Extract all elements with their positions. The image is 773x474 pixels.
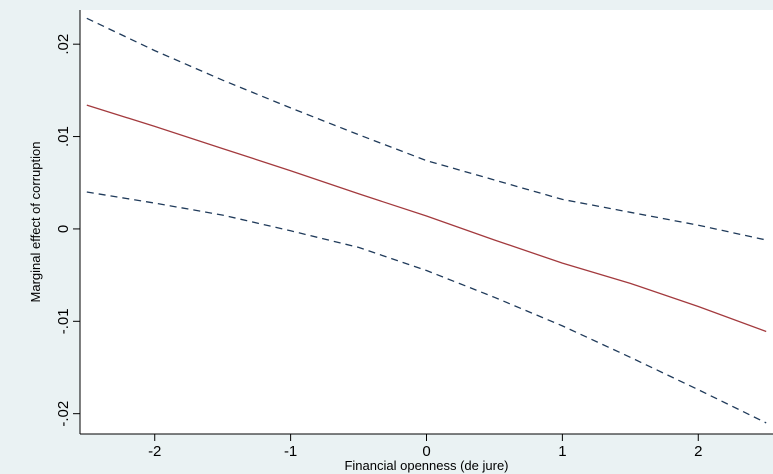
x-axis-title: Financial openness (de jure): [344, 458, 508, 473]
y-tick-label: -.02: [55, 401, 72, 427]
x-tick-label: -1: [284, 443, 297, 460]
series-layer: [86, 17, 767, 424]
x-tick-label: 1: [558, 443, 566, 460]
y-axis: -.02 -.01 0 .01 .02: [55, 10, 81, 434]
y-axis-title: Marginal effect of corruption: [28, 142, 43, 303]
estimate-line: [86, 104, 767, 333]
x-tick-label: 0: [422, 443, 430, 460]
lower-bound-line: [86, 191, 767, 424]
plot-area: [80, 10, 773, 434]
x-axis: -2 -1 0 1 2: [80, 433, 773, 460]
y-tick-label: .01: [55, 126, 72, 147]
y-tick-label: .02: [55, 34, 72, 55]
y-tick-label: -.01: [55, 308, 72, 334]
y-tick-label: 0: [55, 225, 72, 233]
x-tick-label: -2: [148, 443, 161, 460]
x-tick-label: 2: [694, 443, 702, 460]
upper-bound-line: [86, 17, 767, 241]
